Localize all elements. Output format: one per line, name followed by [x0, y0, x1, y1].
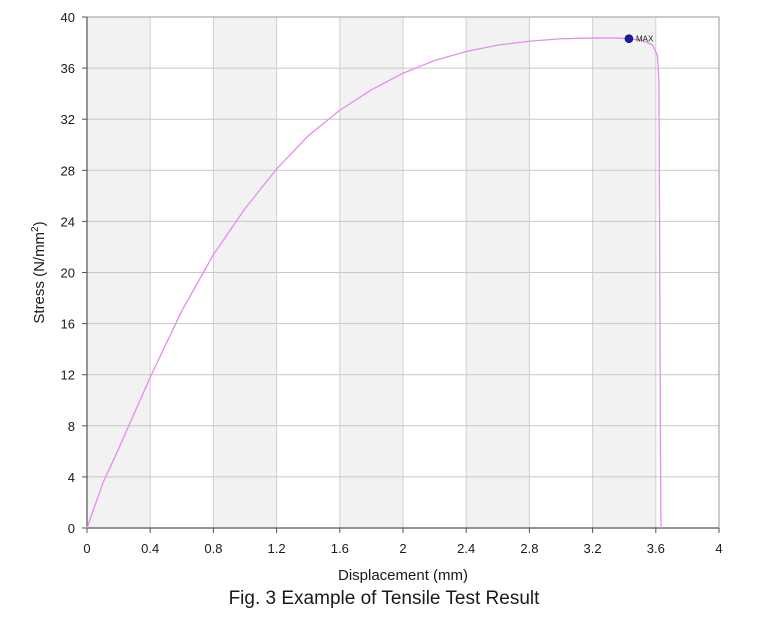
series-group — [86, 37, 662, 529]
y-tick-label: 36 — [61, 61, 75, 76]
x-tick-label: 0.4 — [141, 541, 159, 556]
y-tick-label: 28 — [61, 163, 75, 178]
y-tick-label: 8 — [68, 419, 75, 434]
x-tick-label: 3.6 — [647, 541, 665, 556]
chart: 0 0.4 0.8 1.2 1.6 2 2.4 2.8 3.2 3.6 40481216202428… — [30, 10, 723, 584]
x-tick-label: 1.6 — [331, 541, 349, 556]
x-tick-label: 1.2 — [268, 541, 286, 556]
max-point-label: MAX — [636, 35, 654, 44]
y-tick-label: 24 — [61, 214, 75, 229]
y-tick-label: 40 — [61, 10, 75, 25]
y-tick-label: 4 — [68, 470, 75, 485]
y-axis-label-main: Stress (N/mm — [31, 232, 48, 324]
x-tick-label: 2.8 — [520, 541, 538, 556]
x-axis-label: Displacement (mm) — [338, 567, 468, 584]
y-tick-label: 0 — [68, 521, 75, 536]
y-tick-label: 12 — [61, 368, 75, 383]
y-axis-label-tail: ) — [31, 221, 48, 226]
y-tick-label: 16 — [61, 317, 75, 332]
max-point-marker — [624, 34, 634, 44]
annotations: MAX — [624, 34, 654, 44]
x-tick-label: 4 — [715, 541, 722, 556]
y-axis-label: Stress (N/mm2) — [30, 221, 48, 323]
y-tick-label: 32 — [61, 112, 75, 127]
figure-caption: Fig. 3 Example of Tensile Test Result — [228, 588, 540, 609]
y-axis-label-superscript: 2 — [30, 226, 41, 232]
x-tick-label: 2.4 — [457, 541, 475, 556]
x-tick-label: 0.8 — [204, 541, 222, 556]
y-tick-label: 20 — [61, 266, 75, 281]
stress-displacement-curve — [86, 37, 662, 529]
x-tick-label: 2 — [399, 541, 406, 556]
x-tick-label: 0 — [83, 541, 90, 556]
axes: 0 0.4 0.8 1.2 1.6 2 2.4 2.8 3.2 3.6 40481216202428… — [61, 10, 723, 556]
x-tick-label: 3.2 — [584, 541, 602, 556]
